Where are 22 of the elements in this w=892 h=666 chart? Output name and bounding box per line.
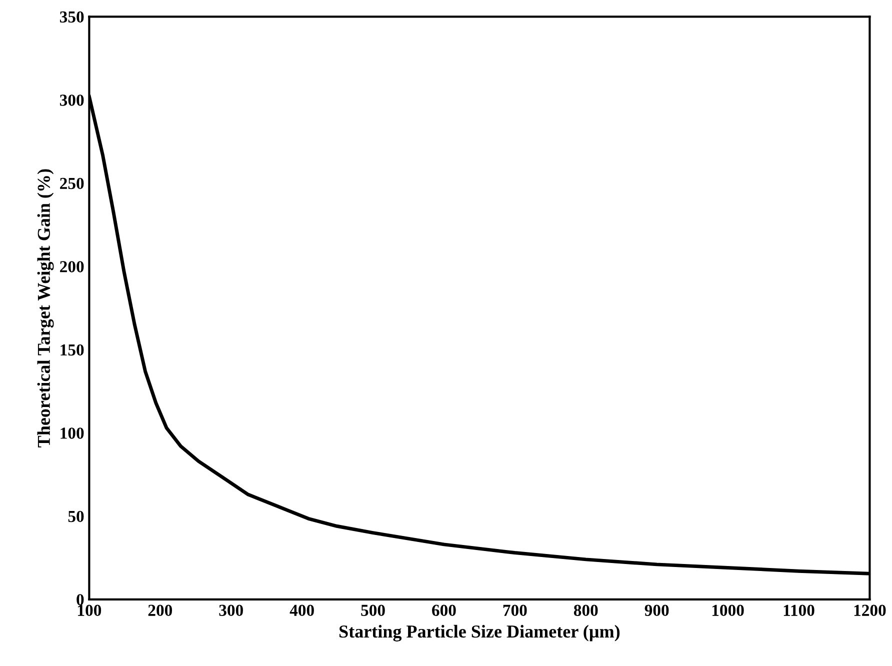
x-tick-label: 400 xyxy=(290,604,314,616)
x-tick-label: 700 xyxy=(503,604,527,616)
x-tick-label: 200 xyxy=(148,604,172,616)
x-tick-label: 100 xyxy=(78,604,102,616)
x-tick-label: 800 xyxy=(574,604,598,616)
y-tick-label: 200 xyxy=(60,261,84,272)
y-tick-label: 350 xyxy=(60,11,84,23)
y-axis-title: Theoretical Target Weight Gain (%) xyxy=(37,169,54,448)
x-tick-label: 1100 xyxy=(784,604,814,616)
x-tick-label: 900 xyxy=(644,604,669,616)
y-tick-label: 150 xyxy=(60,344,84,356)
x-tick-label: 300 xyxy=(219,604,243,616)
y-tick-label: 50 xyxy=(68,510,84,522)
x-tick-label: 1200 xyxy=(854,604,886,616)
y-tick-label: 100 xyxy=(60,428,84,439)
x-tick-label: 500 xyxy=(361,604,385,616)
y-tick-label: 0 xyxy=(76,594,84,606)
y-tick-label: 300 xyxy=(60,94,84,106)
x-tick-label: 600 xyxy=(432,604,456,616)
y-tick-label: 250 xyxy=(60,178,84,190)
x-tick-label: 1000 xyxy=(712,604,744,616)
x-axis-title: Starting Particle Size Diameter (µm) xyxy=(340,624,620,642)
